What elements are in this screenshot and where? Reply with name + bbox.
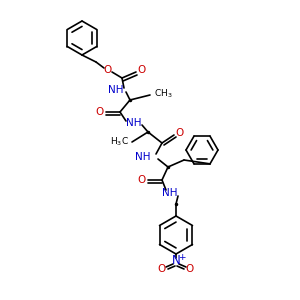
Text: O: O (96, 107, 104, 117)
Text: NH: NH (108, 85, 124, 95)
Text: NH: NH (126, 118, 142, 128)
Text: N: N (172, 254, 180, 268)
Text: NH: NH (162, 188, 178, 198)
Text: O: O (176, 128, 184, 138)
Text: O: O (186, 264, 194, 274)
Text: +: + (178, 253, 186, 262)
Text: NH: NH (136, 152, 151, 162)
Text: O: O (138, 175, 146, 185)
Text: CH$_3$: CH$_3$ (154, 88, 172, 100)
Text: O: O (138, 65, 146, 75)
Text: O: O (158, 264, 166, 274)
Text: H$_3$C: H$_3$C (110, 136, 128, 148)
Text: O: O (104, 65, 112, 75)
